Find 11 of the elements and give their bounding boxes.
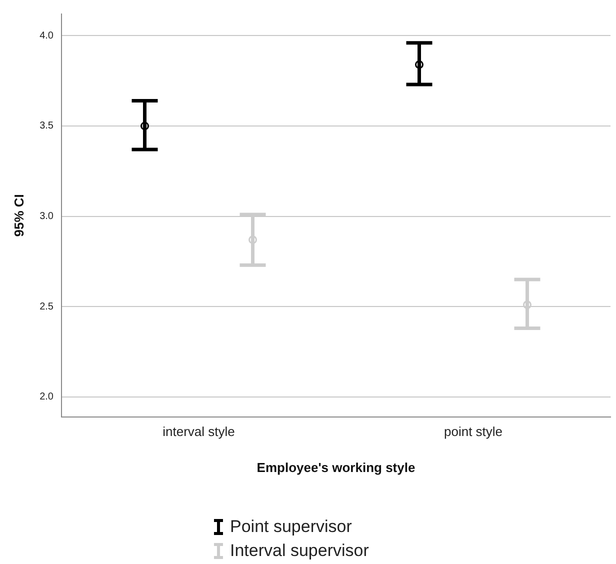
legend-label: Point supervisor	[230, 516, 352, 538]
x-axis-title: Employee's working style	[256, 460, 416, 475]
legend-label: Interval supervisor	[230, 540, 369, 562]
y-tick-label: 3.0	[40, 211, 54, 222]
y-tick-label: 3.5	[40, 120, 54, 132]
x-tick-label: point style	[444, 424, 503, 440]
x-tick-label: interval style	[162, 424, 235, 440]
y-tick-label: 2.0	[40, 392, 54, 403]
y-tick-label: 4.0	[40, 30, 54, 42]
y-tick-label: 2.5	[40, 301, 54, 312]
y-axis-title: 95% CI	[11, 194, 26, 237]
